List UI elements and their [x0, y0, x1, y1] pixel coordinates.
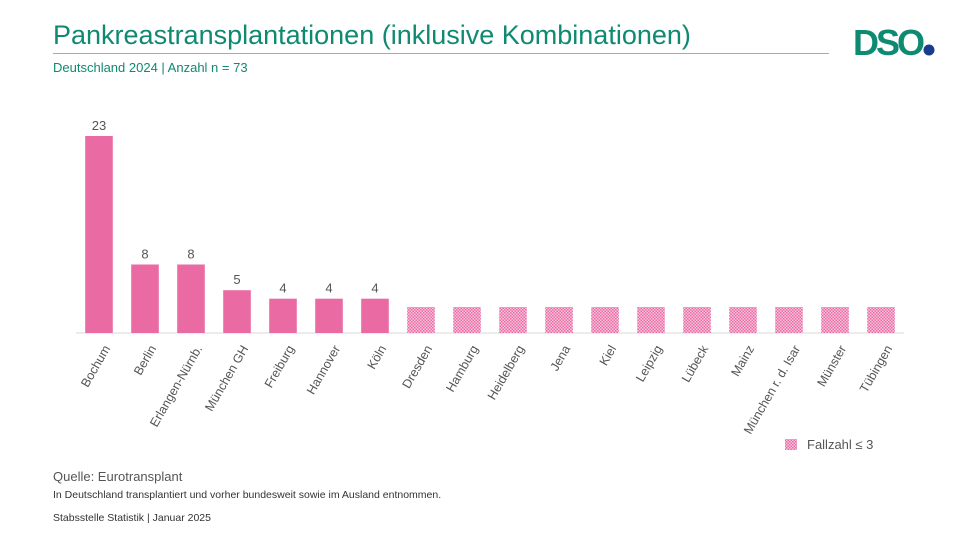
- data-labels-group: 23 8 8 5 4 4 4: [92, 118, 379, 296]
- bar-14: [729, 307, 757, 333]
- bar-4: [269, 298, 297, 333]
- x-tick-label-8: Hamburg: [443, 343, 481, 395]
- logo-dot: [923, 44, 935, 56]
- x-tick-label-5: Hannover: [304, 343, 343, 397]
- bar-0: [85, 136, 113, 333]
- bar-17: [867, 307, 895, 333]
- x-tick-label-11: Kiel: [597, 343, 620, 368]
- chart-subtitle: Deutschland 2024 | Anzahl n = 73: [53, 60, 248, 75]
- x-tick-label-12: Leipzig: [633, 343, 665, 384]
- bar-5: [315, 298, 343, 333]
- x-tick-label-9: Heidelberg: [485, 343, 527, 402]
- x-tick-label-1: Berlin: [131, 343, 159, 378]
- x-tick-label-6: Köln: [365, 343, 390, 372]
- bar-15: [775, 307, 803, 333]
- bars-group: [85, 136, 895, 333]
- data-label-4: 4: [279, 281, 286, 296]
- data-label-6: 4: [371, 281, 378, 296]
- x-tick-label-2: Erlangen-Nürnb.: [147, 343, 205, 429]
- x-tick-label-7: Dresden: [399, 343, 435, 391]
- x-tick-label-3: München GH: [202, 343, 251, 414]
- x-tick-label-4: Freiburg: [262, 343, 297, 390]
- bar-10: [545, 307, 573, 333]
- x-tick-label-16: Münster: [815, 343, 850, 389]
- bar-3: [223, 290, 251, 333]
- footer-org: Stabsstelle Statistik | Januar 2025: [53, 512, 211, 524]
- legend: Fallzahl ≤ 3: [785, 437, 873, 452]
- footnote: In Deutschland transplantiert und vorher…: [53, 489, 442, 501]
- title-divider: [53, 53, 829, 54]
- bar-16: [821, 307, 849, 333]
- bar-13: [683, 307, 711, 333]
- data-label-2: 8: [187, 247, 194, 262]
- logo-text: DSO: [853, 22, 924, 62]
- bar-11: [591, 307, 619, 333]
- data-label-5: 4: [325, 281, 332, 296]
- x-tick-label-17: Tübingen: [857, 343, 895, 395]
- bar-1: [131, 264, 159, 333]
- data-label-3: 5: [233, 272, 240, 287]
- bar-12: [637, 307, 665, 333]
- chart-title: Pankreastransplantationen (inklusive Kom…: [53, 20, 691, 50]
- x-tick-label-13: Lübeck: [679, 342, 712, 385]
- data-label-1: 8: [141, 247, 148, 262]
- legend-label: Fallzahl ≤ 3: [807, 437, 873, 452]
- bar-2: [177, 264, 205, 333]
- legend-swatch: [785, 439, 797, 450]
- dso-logo: DSO: [853, 22, 935, 62]
- x-tick-label-14: Mainz: [728, 343, 757, 379]
- x-tick-label-10: Jena: [548, 343, 574, 374]
- bar-7: [407, 307, 435, 333]
- bar-9: [499, 307, 527, 333]
- bar-8: [453, 307, 481, 333]
- bar-6: [361, 298, 389, 333]
- x-tick-label-0: Bochum: [78, 343, 113, 390]
- data-label-0: 23: [92, 118, 106, 133]
- source-note: Quelle: Eurotransplant: [53, 469, 183, 484]
